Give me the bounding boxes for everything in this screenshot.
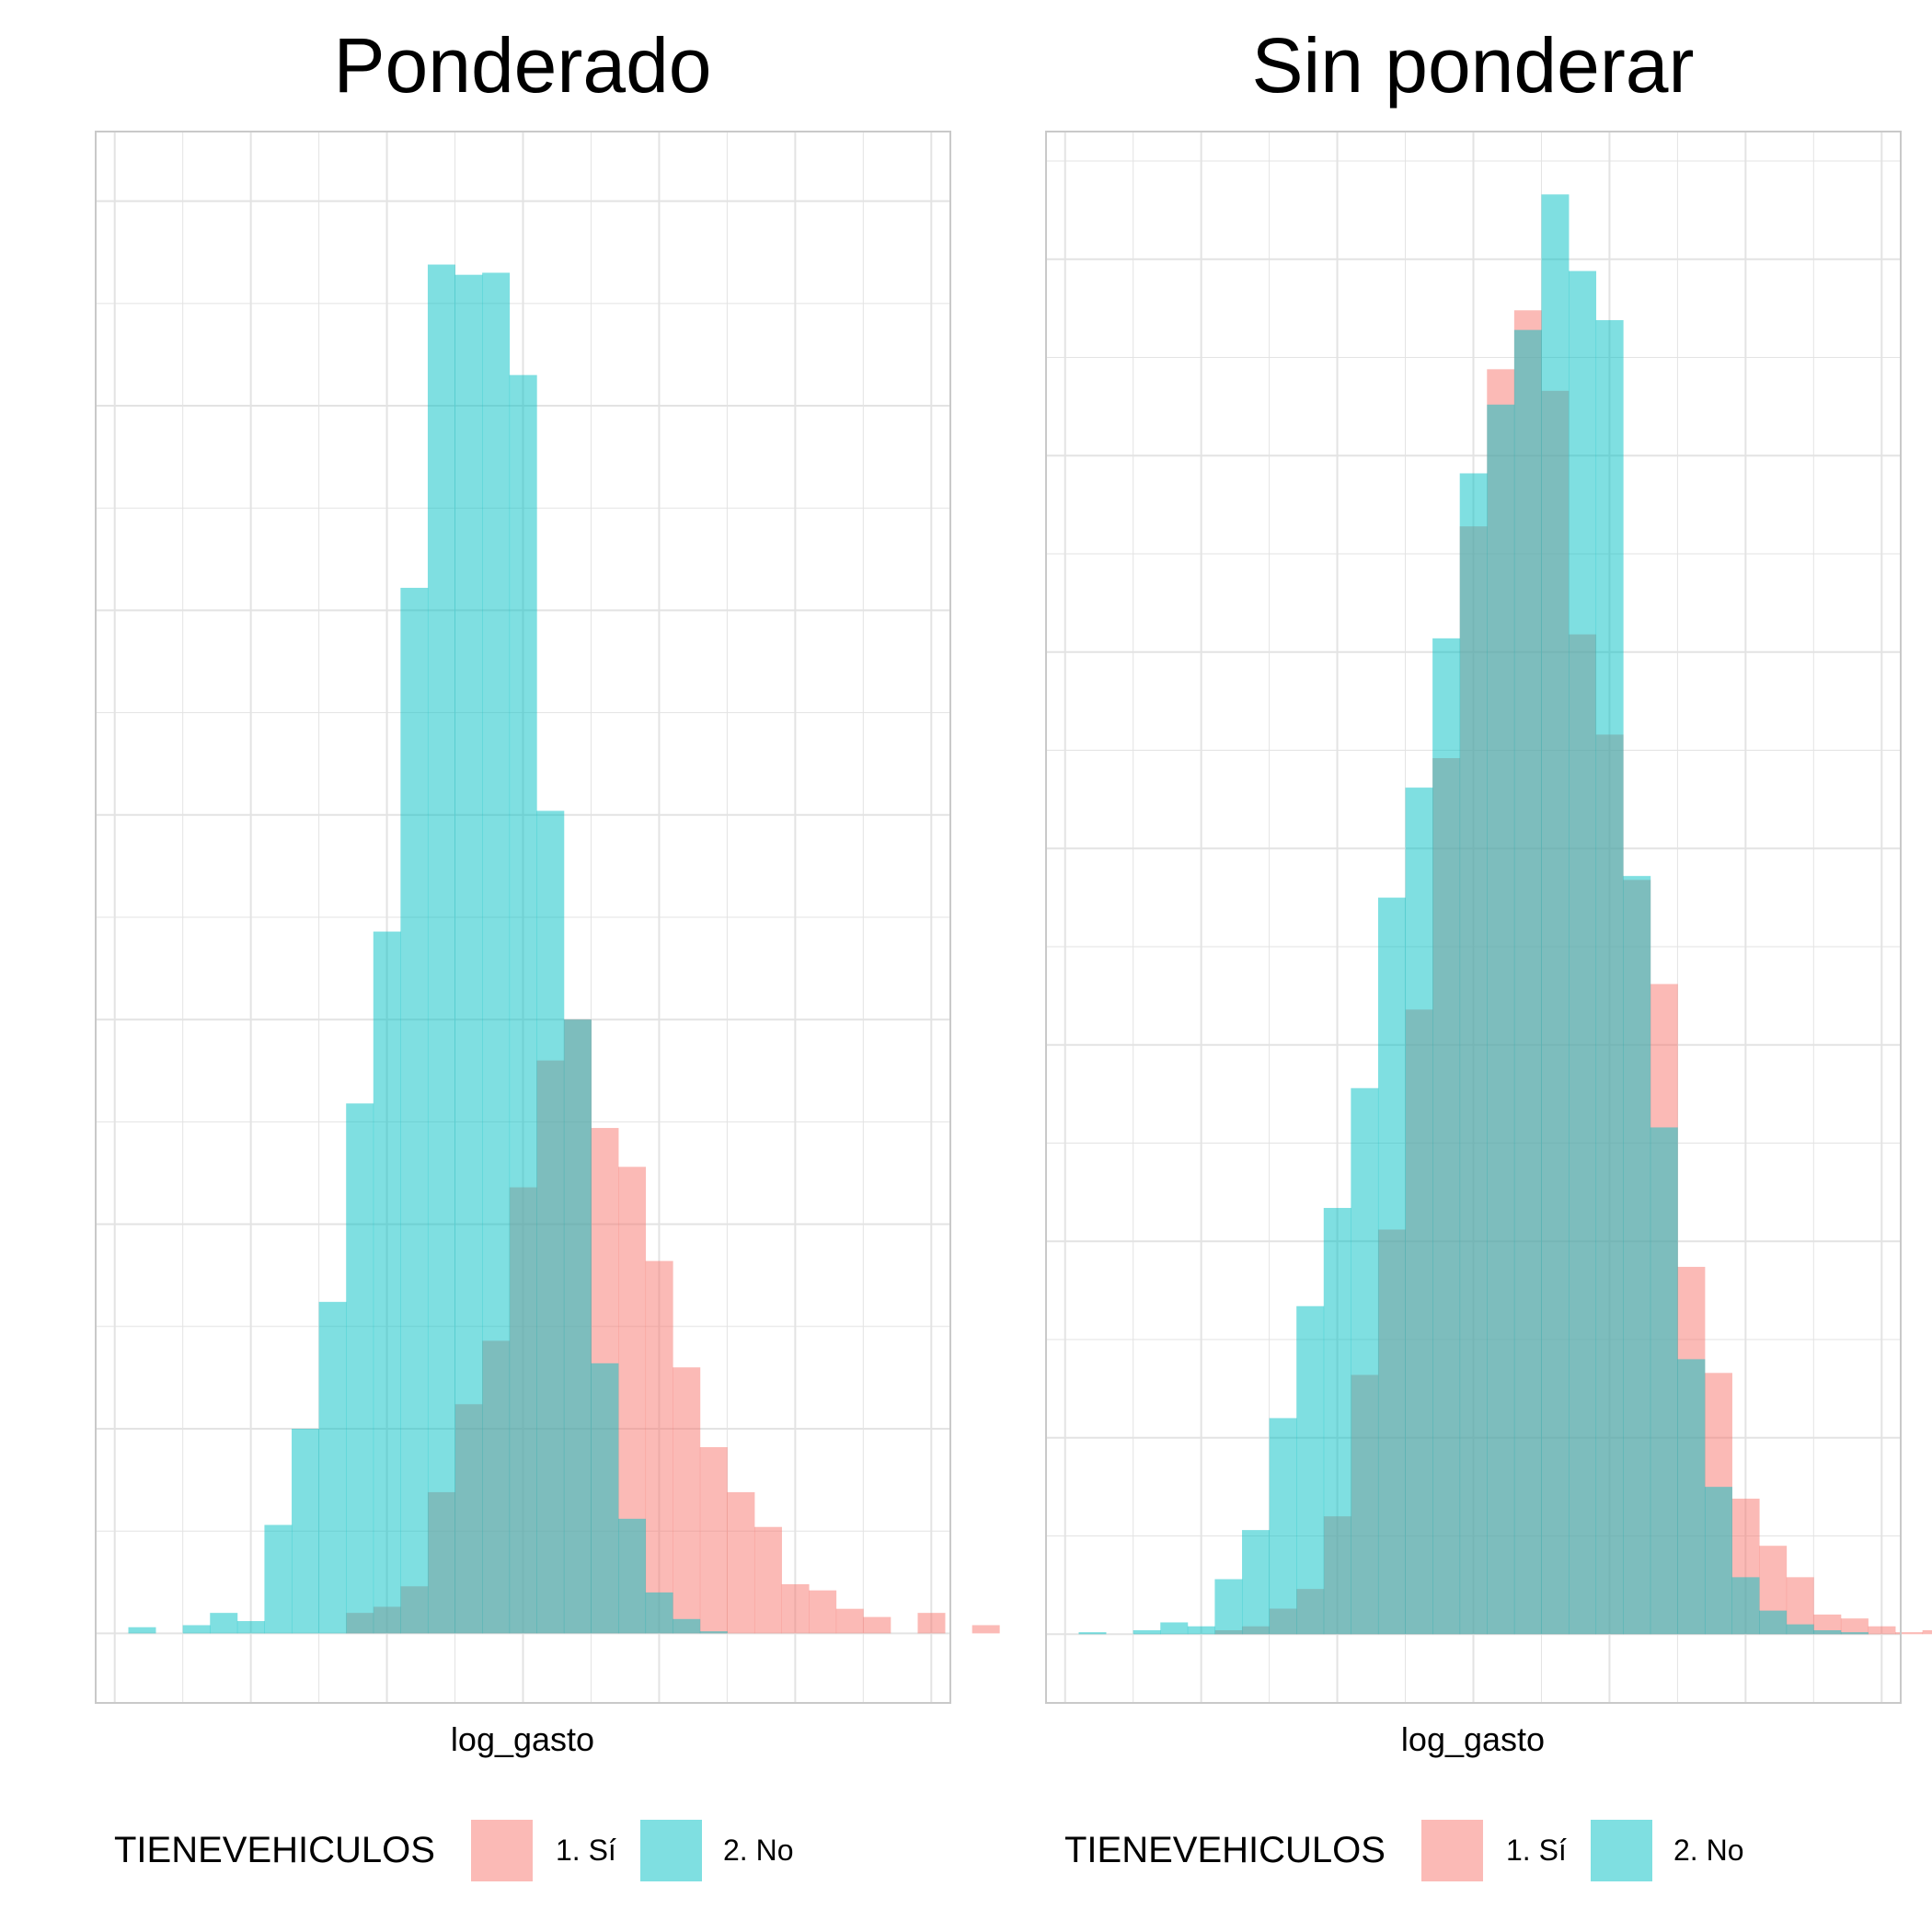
- bar-no: [1569, 270, 1597, 1635]
- bar-no: [292, 1428, 320, 1634]
- bar-no: [1187, 1626, 1215, 1635]
- bar-no: [1704, 1487, 1732, 1635]
- bar-no: [1242, 1530, 1271, 1635]
- bar-no: [318, 1302, 347, 1634]
- bar-no: [591, 1363, 619, 1634]
- bar-no: [1377, 897, 1406, 1635]
- bar-no: [128, 1627, 156, 1634]
- bar-si: [699, 1447, 728, 1634]
- bar-no: [618, 1518, 647, 1634]
- panel-title: Sin ponderar: [1252, 22, 1695, 109]
- bar-no: [400, 587, 429, 1634]
- bar-no: [1623, 876, 1651, 1635]
- bar-no: [1351, 1087, 1379, 1635]
- bar-no: [1078, 1632, 1107, 1635]
- legend-label-no: 2. No: [1673, 1834, 1743, 1867]
- bar-no: [1650, 1127, 1678, 1635]
- bar-no: [182, 1625, 211, 1634]
- bar-si: [727, 1491, 755, 1634]
- bar-no: [1513, 329, 1542, 1635]
- bar-no: [1405, 788, 1433, 1635]
- legend-label-si: 1. Sí: [556, 1834, 616, 1867]
- bar-si: [1840, 1618, 1869, 1635]
- bar-no: [1160, 1622, 1189, 1635]
- legend-key-si: [471, 1820, 533, 1881]
- legend: TIENEVEHICULOS 1. Sí 2. No: [114, 1820, 793, 1881]
- bar-no: [645, 1592, 673, 1634]
- bar-no: [210, 1613, 238, 1634]
- legend: TIENEVEHICULOS 1. Sí 2. No: [1064, 1820, 1743, 1881]
- bar-no: [1214, 1579, 1243, 1635]
- bar-si: [863, 1616, 891, 1634]
- bar-si: [917, 1613, 946, 1634]
- bar-no: [563, 1019, 592, 1634]
- bar-no: [1813, 1630, 1842, 1635]
- panel-title: Ponderado: [333, 22, 711, 109]
- legend-key-no: [1591, 1820, 1652, 1881]
- bar-si: [1868, 1626, 1896, 1635]
- legend-label-si: 1. Sí: [1506, 1834, 1567, 1867]
- bar-si: [1813, 1614, 1842, 1635]
- panel-sin-ponderar: Sin ponderar log_gasto TIENEVEHICULOS 1.…: [1045, 22, 1932, 1881]
- bar-no: [1432, 638, 1461, 1635]
- panel-ponderado: Ponderado log_gasto TIENEVEHICULOS 1. Sí…: [95, 22, 1000, 1881]
- bar-no: [1323, 1207, 1351, 1635]
- bar-no: [1133, 1630, 1161, 1635]
- panel-border: [1045, 131, 1902, 1704]
- bar-si: [1895, 1632, 1924, 1635]
- bar-si: [835, 1608, 864, 1634]
- bar-no: [1459, 473, 1488, 1635]
- legend-label-no: 2. No: [723, 1834, 793, 1867]
- x-axis-label: log_gasto: [1401, 1720, 1545, 1758]
- bar-no: [1296, 1305, 1325, 1635]
- bar-no: [1677, 1359, 1706, 1635]
- legend-title: TIENEVEHICULOS: [114, 1830, 435, 1870]
- bar-no: [509, 374, 537, 1634]
- bar-si: [809, 1590, 837, 1634]
- bar-no: [699, 1631, 728, 1634]
- bar-no: [1487, 404, 1515, 1635]
- bar-si: [781, 1584, 810, 1634]
- bar-no: [1840, 1632, 1869, 1635]
- x-axis-label: log_gasto: [451, 1720, 594, 1758]
- bar-no: [236, 1621, 265, 1634]
- bar-no: [264, 1524, 293, 1634]
- bar-no: [1541, 194, 1570, 1635]
- bar-no: [1786, 1624, 1814, 1635]
- legend-key-no: [640, 1820, 702, 1881]
- bar-no: [482, 272, 511, 1634]
- bar-no: [427, 264, 455, 1634]
- bar-si: [753, 1526, 782, 1634]
- bar-no: [1731, 1577, 1760, 1635]
- bar-no: [346, 1103, 374, 1634]
- legend-key-si: [1421, 1820, 1483, 1881]
- bar-no: [1759, 1610, 1788, 1635]
- bar-no: [1269, 1418, 1297, 1635]
- bar-si: [673, 1367, 701, 1634]
- bars: [128, 264, 1000, 1634]
- bar-no: [373, 931, 401, 1634]
- bar-no: [536, 811, 565, 1634]
- bars: [1078, 194, 1932, 1635]
- bar-no: [673, 1618, 701, 1634]
- panel-border: [95, 131, 951, 1704]
- bar-si: [972, 1625, 1000, 1634]
- bar-no: [454, 274, 483, 1634]
- bar-si: [1922, 1630, 1932, 1635]
- bar-no: [1595, 319, 1624, 1635]
- legend-title: TIENEVEHICULOS: [1064, 1830, 1386, 1870]
- bar-si: [645, 1260, 673, 1634]
